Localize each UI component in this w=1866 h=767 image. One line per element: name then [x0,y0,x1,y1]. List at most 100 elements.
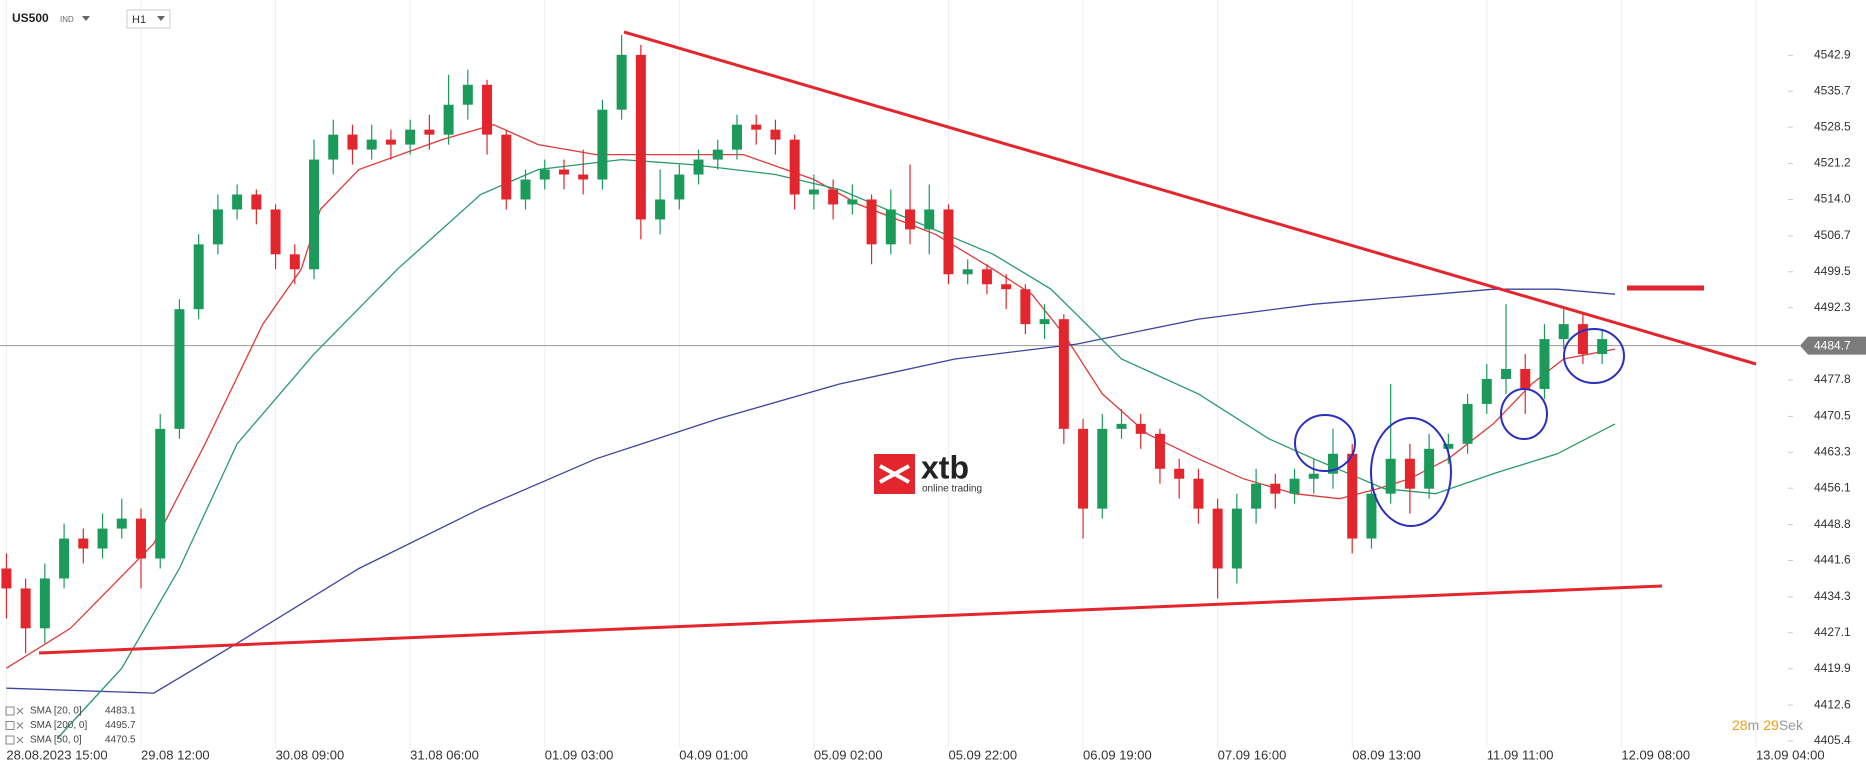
candle-body [1520,369,1531,389]
candle-body [501,134,512,200]
y-tick-label: 4499.5 [1814,264,1851,278]
candle-body [1424,448,1435,489]
candle-body [462,84,473,105]
candle-body [232,194,243,210]
highlight-circle [1563,328,1625,384]
candle-body [1347,453,1358,539]
candle-body [635,54,646,220]
candle-body [1443,443,1454,449]
candle-body [905,209,916,230]
y-tick-label: 4470.5 [1814,409,1851,423]
candle-body [1154,433,1165,469]
x-tick-label: 05.09 22:00 [948,747,1017,762]
x-tick-label: 12.09 08:00 [1621,747,1690,762]
candle-body [366,139,377,150]
candle-body [1385,458,1396,494]
candle-body [443,104,454,135]
legend-icon [5,735,15,745]
candle-body [1404,458,1415,489]
candle-body [59,538,70,579]
interval[interactable]: H1 [132,14,146,26]
logo-x [879,464,910,484]
x-tick-label: 04.09 01:00 [679,747,748,762]
candle-body [1577,324,1588,355]
candle-body [1270,483,1281,494]
logo-tagline: online trading [922,484,982,495]
x-tick-label: 28.08.2023 15:00 [6,747,107,762]
legend-remove [16,722,24,729]
candle-body [347,134,358,150]
y-tick-label: 4542.9 [1814,48,1851,62]
candle-body [1366,493,1377,539]
candle-body [289,254,300,270]
market: IND [60,15,74,24]
highlight-circle [1370,417,1452,527]
countdown: 28m 29Sek [1732,717,1804,733]
candle-body [1308,473,1319,479]
legend-remove [16,736,24,744]
candle-body [212,209,223,245]
candle-body [597,109,608,180]
candle-body [20,588,31,629]
dropdown-arrow[interactable] [82,16,90,21]
candle-body [731,124,742,150]
candle-body [847,199,858,205]
legend-icon [5,721,15,730]
candle-body [981,269,992,285]
candles [1,34,1608,654]
candle-body [962,269,973,275]
y-tick-label: 4434.3 [1814,589,1851,603]
candle-body [751,124,762,130]
legend-value: 4483.1 [105,706,136,717]
legend: SMA [20, 0] 4483.1 SMA [200, 0] 4495.7 SMA [… [5,706,136,746]
y-tick-label: 4456.1 [1814,480,1851,494]
candle-body [1174,468,1185,479]
candle-body [1462,403,1473,444]
trend-line-upper [623,30,1757,366]
y-tick-label: 4492.3 [1814,300,1851,314]
y-tick-label: 4441.6 [1814,553,1851,567]
symbol[interactable]: US500 [12,11,49,25]
y-tick-label: 4528.5 [1814,119,1851,133]
candle-body [270,209,281,255]
candle-body [155,428,166,559]
candle-body [309,159,320,270]
candle-body [558,169,569,175]
candle-body [1212,508,1223,569]
candle-body [328,134,339,160]
x-tick-label: 13.09 04:00 [1756,747,1825,762]
y-tick-label: 4448.8 [1814,517,1851,531]
countdown-seconds: 29 [1763,717,1779,733]
y-tick-label: 4419.9 [1814,661,1851,675]
candle-body [1020,289,1031,325]
candle-body [1289,478,1300,494]
last-price-tag-bg [1800,336,1866,355]
y-tick-label: 4506.7 [1814,228,1851,242]
candle-body [1481,378,1492,404]
candle-body [1327,453,1338,474]
x-tick-label: 31.08 06:00 [410,747,479,762]
candle-body [251,194,262,210]
y-tick-label: 4477.8 [1814,372,1851,386]
highlight-circle [1500,388,1548,440]
sma-line [6,124,1616,669]
dropdown-arrow[interactable] [157,16,165,21]
x-tick-label: 07.09 16:00 [1218,747,1287,762]
candle-body [1039,319,1050,325]
candle-body [1558,324,1569,340]
candle-body [789,139,800,195]
x-tick-label: 30.08 09:00 [276,747,345,762]
x-tick-label: 05.09 02:00 [814,747,883,762]
interval-box[interactable] [126,9,171,29]
candle-body [924,209,935,230]
candle-body [193,244,204,310]
candle-body [482,84,493,135]
candle-body [78,538,89,549]
candle-body [405,129,416,145]
y-tick-label: 4463.3 [1814,444,1851,458]
x-tick-label: 01.09 03:00 [545,747,614,762]
candle-body [1078,428,1089,509]
candle-body [539,169,550,180]
